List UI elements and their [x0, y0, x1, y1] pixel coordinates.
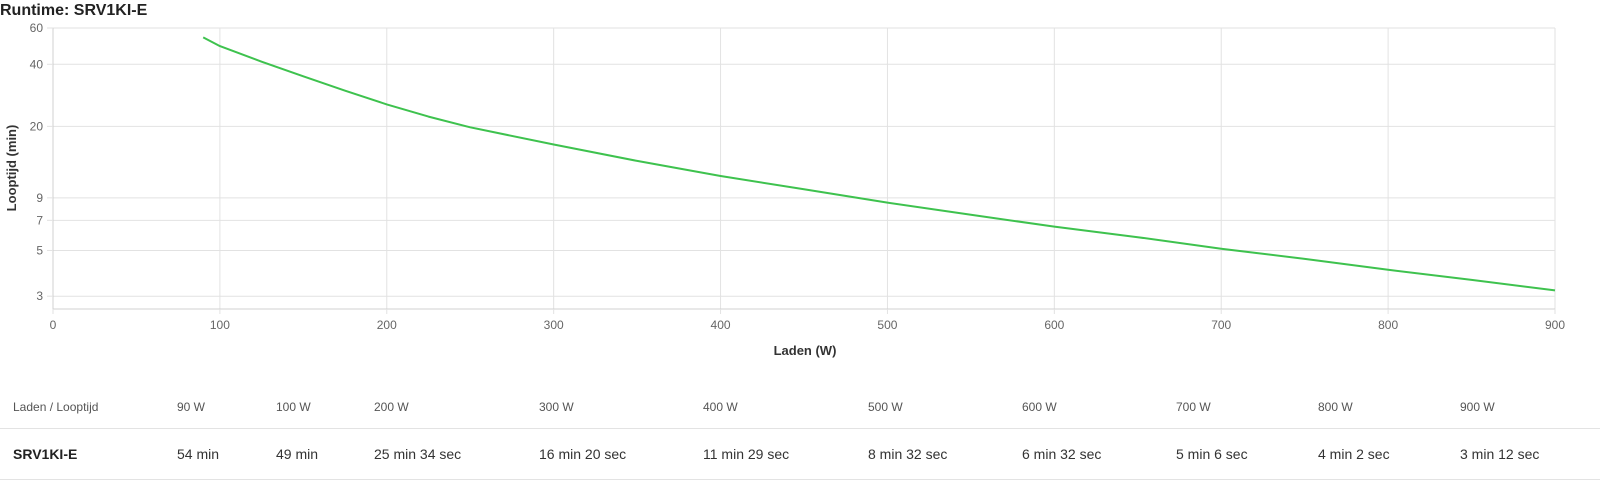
runtime-cell: 4 min 2 sec: [1318, 428, 1460, 480]
load-header-cell: 400 W: [703, 386, 868, 429]
runtime-series-line: [202, 36, 1556, 292]
load-header-cell: 700 W: [1176, 386, 1318, 429]
load-header-cell: 90 W: [177, 386, 276, 429]
runtime-cell: 3 min 12 sec: [1460, 428, 1600, 480]
x-tick-label: 500: [877, 318, 897, 332]
chart-grid: [53, 27, 1556, 309]
runtime-cell: 5 min 6 sec: [1176, 428, 1318, 480]
x-tick-label: 400: [711, 318, 731, 332]
runtime-table: Laden / Looptijd 90 W 100 W 200 W 300 W …: [0, 386, 1600, 480]
y-axis-label: Looptijd (min): [4, 125, 19, 212]
x-axis-label: Laden (W): [774, 343, 837, 358]
runtime-cell: 8 min 32 sec: [868, 428, 1022, 480]
chart-axes: [52, 28, 1555, 310]
y-tick-label: 3: [36, 289, 43, 303]
load-header-cell: 900 W: [1460, 386, 1600, 429]
x-tick-label: 900: [1545, 318, 1565, 332]
load-header-cell: 100 W: [276, 386, 374, 429]
load-header-cell: 300 W: [539, 386, 703, 429]
y-tick-label: 20: [30, 119, 44, 133]
y-tick-label: 5: [36, 243, 43, 257]
load-header-cell: 600 W: [1022, 386, 1176, 429]
x-tick-label: 600: [1044, 318, 1064, 332]
x-tick-label: 800: [1378, 318, 1398, 332]
x-tick-label: 0: [50, 318, 57, 332]
runtime-chart: 0 100 200 300 400 500 600 700 800 900 3579204060 …: [4, 21, 1565, 358]
y-axis-ticks: 3 5 7 9 20 40 60: [30, 21, 53, 303]
runtime-cell: 54 min: [177, 428, 276, 480]
load-header-cell: 800 W: [1318, 386, 1460, 429]
runtime-cell: 25 min 34 sec: [374, 428, 539, 480]
runtime-cell: 49 min: [276, 428, 374, 480]
x-tick-label: 100: [210, 318, 230, 332]
y-tick-label: 60: [30, 21, 44, 35]
load-header-cell: 500 W: [868, 386, 1022, 429]
runtime-cell: 16 min 20 sec: [539, 428, 703, 480]
runtime-cell: 11 min 29 sec: [703, 428, 868, 480]
table-row: SRV1KI-E 54 min 49 min 25 min 34 sec 16 …: [0, 428, 1600, 480]
y-tick-label: 9: [36, 191, 43, 205]
x-tick-label: 200: [377, 318, 397, 332]
y-tick-label: 40: [30, 57, 44, 71]
chart-series: [202, 36, 1556, 292]
x-axis-ticks: 0 100 200 300 400 500 600 700 800 900: [50, 309, 1565, 332]
chart-title: Runtime: SRV1KI-E: [0, 2, 148, 19]
table-header-label: Laden / Looptijd: [0, 386, 177, 429]
runtime-cell: 6 min 32 sec: [1022, 428, 1176, 480]
x-tick-label: 300: [544, 318, 564, 332]
y-tick-label: 7: [36, 213, 43, 227]
x-tick-label: 700: [1211, 318, 1231, 332]
load-header-cell: 200 W: [374, 386, 539, 429]
table-header-row: Laden / Looptijd 90 W 100 W 200 W 300 W …: [0, 386, 1600, 429]
model-name-cell: SRV1KI-E: [0, 428, 177, 480]
